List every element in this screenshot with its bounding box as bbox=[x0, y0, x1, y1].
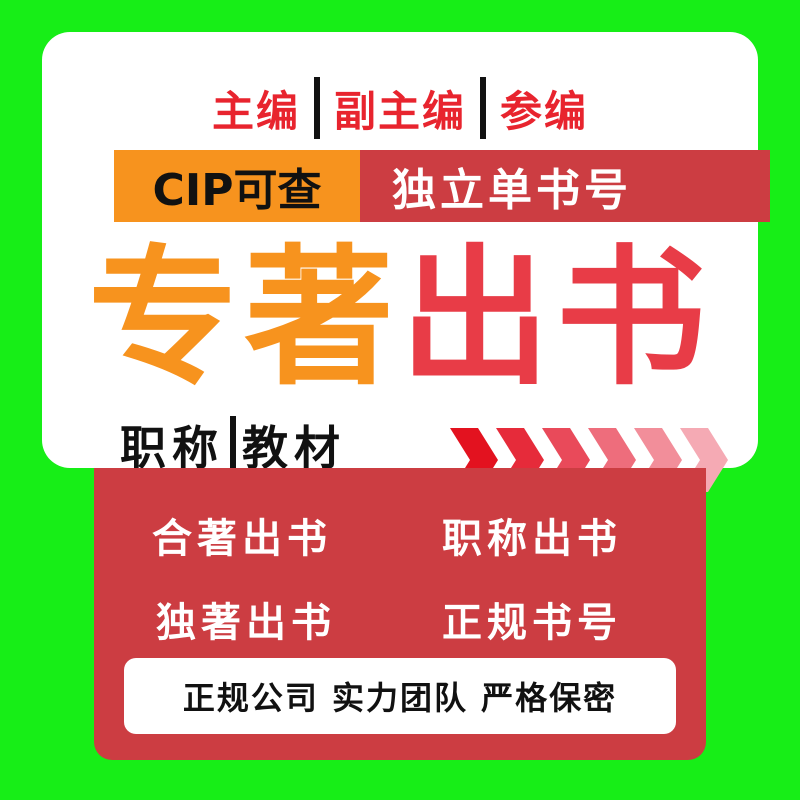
subline-left: 职称 bbox=[120, 421, 224, 475]
cip-row: CIP可查 独立单书号 bbox=[114, 150, 770, 222]
divider bbox=[230, 416, 236, 474]
subline: 职称 教材 bbox=[120, 410, 380, 480]
role-chief-editor: 主编 bbox=[211, 86, 300, 136]
role-line: 主编 副主编 参编 bbox=[42, 76, 758, 140]
headline-part2: 出书 bbox=[400, 232, 713, 406]
feature-sole-author: 独著出书 bbox=[156, 600, 336, 646]
headline-part1: 专著 bbox=[87, 232, 400, 406]
role-deputy-editor: 副主编 bbox=[333, 86, 466, 136]
role-contributor: 参编 bbox=[500, 86, 589, 136]
divider bbox=[480, 77, 486, 139]
feature-official-isbn: 正规书号 bbox=[442, 600, 622, 646]
headline: 专著 出书 bbox=[42, 234, 758, 404]
feature-co-author: 合著出书 bbox=[152, 516, 332, 562]
isbn-badge: 独立单书号 bbox=[360, 150, 770, 222]
divider bbox=[313, 77, 320, 139]
main-card: 主编 副主编 参编 CIP可查 独立单书号 专著 出书 职称 教材 bbox=[42, 32, 770, 492]
feature-title-book: 职称出书 bbox=[442, 516, 622, 562]
features-panel: 合著出书 职称出书 独著出书 正规书号 正规公司 实力团队 严格保密 bbox=[94, 468, 706, 760]
slogan-bar: 正规公司 实力团队 严格保密 bbox=[124, 658, 676, 734]
cip-badge: CIP可查 bbox=[114, 150, 360, 222]
subline-right: 教材 bbox=[242, 421, 346, 475]
